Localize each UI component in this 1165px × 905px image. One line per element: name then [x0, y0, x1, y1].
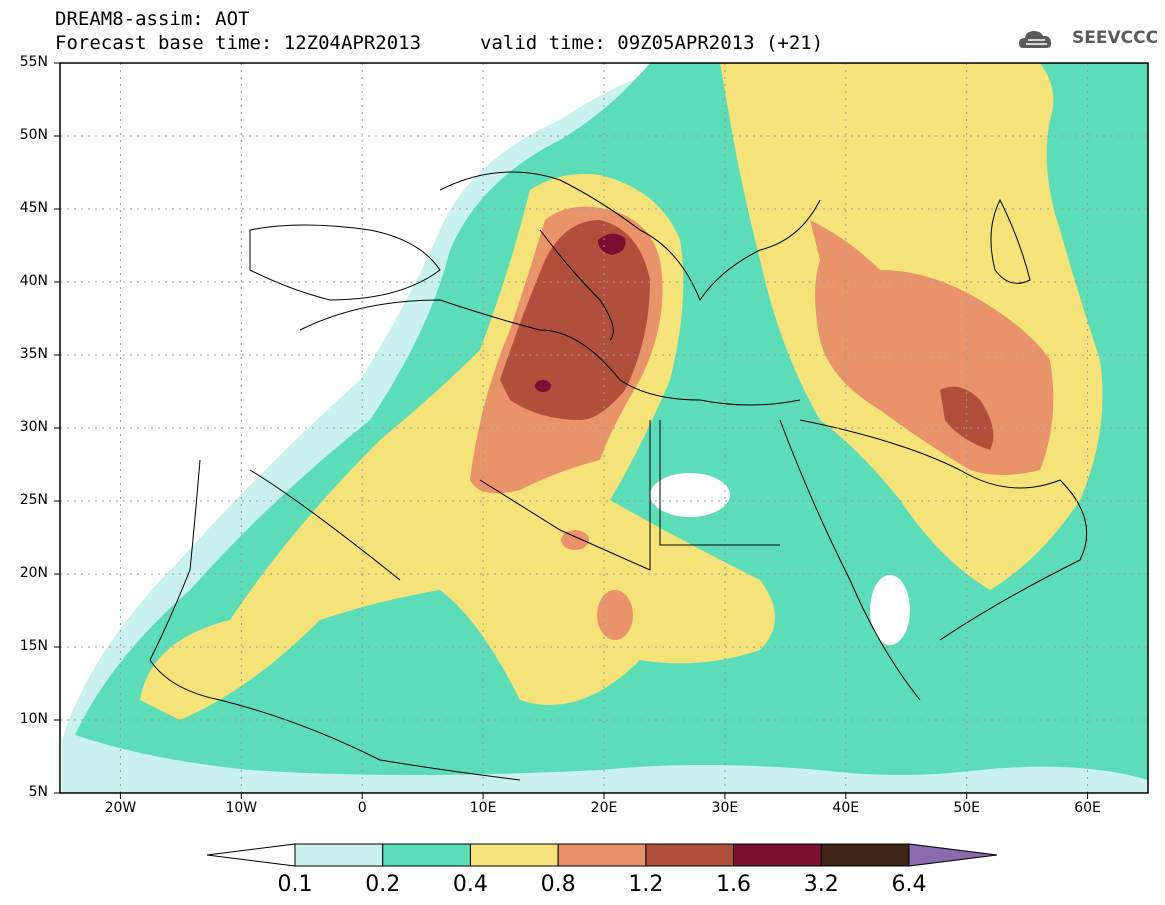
- longitude-label: 40E: [832, 800, 860, 816]
- colorbar-segment: [733, 843, 822, 867]
- graticule: [60, 63, 1148, 793]
- longitude-label: 10E: [469, 800, 497, 816]
- longitude-label: 20W: [104, 800, 137, 816]
- aot-band-0.8-blob-1: [597, 590, 633, 640]
- coast-italy: [539, 229, 614, 341]
- longitude-label: 30E: [711, 800, 739, 816]
- coast-iberia: [249, 224, 441, 301]
- colorbar: [206, 843, 998, 867]
- valid-time: valid time: 09Z05APR2013 (+21): [480, 32, 824, 54]
- aot-band-0.8-east: [810, 220, 1054, 475]
- latitude-label: 45N: [19, 200, 48, 216]
- latitude-label: 50N: [19, 127, 48, 143]
- aot-contours: [62, 63, 1148, 793]
- aot-band-1.2: [500, 220, 650, 420]
- border-sahara: [249, 420, 780, 581]
- cloud-icon: [1019, 31, 1052, 48]
- colorbar-label: 3.2: [803, 872, 839, 897]
- latitude-label: 55N: [19, 54, 48, 70]
- clear-area-redsea: [870, 575, 910, 645]
- latitude-label: 10N: [19, 711, 48, 727]
- latitude-label: 20N: [19, 565, 48, 581]
- latitude-label: 5N: [28, 784, 48, 800]
- colorbar-segment: [557, 843, 647, 867]
- latitude-label: 15N: [19, 638, 48, 654]
- longitude-label: 20E: [590, 800, 618, 816]
- aot-band-0.8-blob-2: [561, 530, 589, 550]
- aot-band-1.6: [598, 233, 626, 255]
- latitude-label: 30N: [19, 419, 48, 435]
- map-title: DREAM8-assim: AOT: [55, 8, 250, 30]
- coast-west-africa: [149, 459, 521, 781]
- coast-caspian: [990, 198, 1031, 284]
- forecast-base-time: Forecast base time: 12Z04APR2013: [55, 32, 422, 54]
- axis-ticks: [54, 62, 1089, 799]
- colorbar-label: 6.4: [891, 872, 927, 897]
- coast-north-africa: [299, 299, 801, 406]
- colorbar-label: 1.2: [628, 872, 664, 897]
- colorbar-label: 0.8: [540, 872, 576, 897]
- coast-europe: [439, 171, 821, 302]
- latitude-label: 40N: [19, 273, 48, 289]
- aot-band-1.2-east: [940, 386, 994, 450]
- colorbar-segment: [382, 843, 471, 867]
- longitude-label: 0: [357, 800, 367, 816]
- colorbar-label: 0.2: [365, 872, 401, 897]
- colorbar-label: 0.1: [277, 872, 313, 897]
- colorbar-segment: [820, 843, 910, 867]
- longitude-label: 60E: [1074, 800, 1101, 816]
- colorbar-segment: [469, 843, 559, 867]
- colorbar-label: 1.6: [716, 872, 752, 897]
- coast-arabia: [799, 419, 1088, 641]
- aot-band-1.6-blob: [535, 380, 551, 392]
- latitude-label: 25N: [19, 492, 48, 508]
- clear-area-egypt: [650, 473, 730, 517]
- colorbar-segment: [645, 843, 735, 867]
- colorbar-lower-extend: [206, 843, 296, 867]
- colorbar-label: 0.4: [452, 872, 488, 897]
- coastlines: [149, 171, 1088, 781]
- latitude-label: 35N: [19, 346, 48, 362]
- colorbar-upper-extend: [908, 843, 998, 867]
- logo-text: SEEVCCC: [1072, 28, 1159, 48]
- coast-red-sea: [779, 419, 921, 701]
- colorbar-segment: [294, 843, 384, 867]
- longitude-label: 10W: [225, 800, 258, 816]
- longitude-label: 50E: [953, 800, 980, 816]
